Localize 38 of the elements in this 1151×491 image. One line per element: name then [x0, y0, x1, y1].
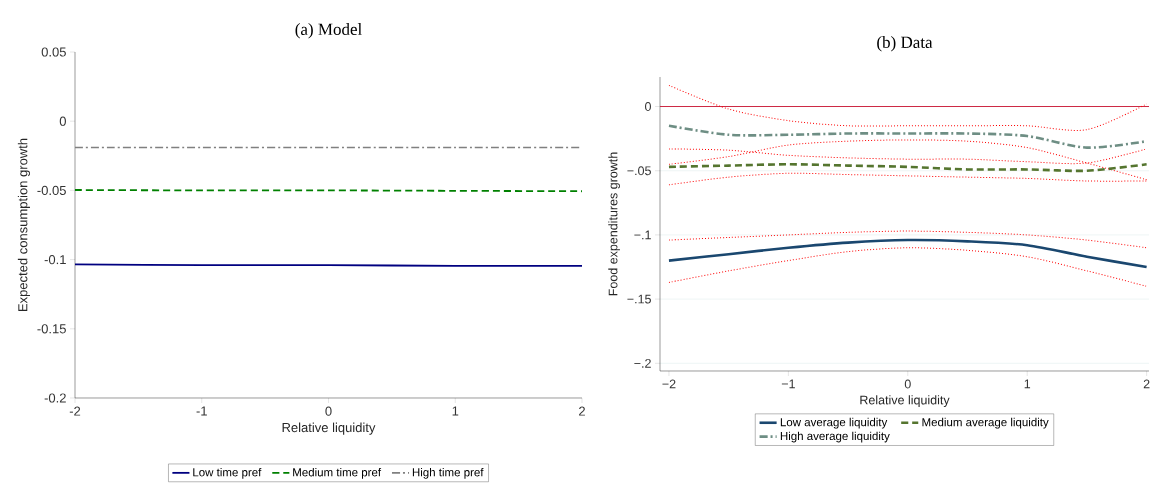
line-series — [668, 230, 1148, 249]
chart-title: (b) Data — [877, 36, 933, 52]
x-tick-label: 1 — [452, 406, 459, 416]
line-series — [668, 84, 1148, 131]
y-tick-label: -0.05 — [37, 185, 66, 195]
x-tick-label: -2 — [69, 406, 81, 416]
x-tick-label: 2 — [579, 406, 585, 416]
y-tick-label: -0.2 — [44, 393, 66, 403]
x-tick-label: 1 — [1024, 379, 1031, 389]
y-axis-title: Food expenditures growth — [608, 152, 620, 296]
x-tick-label: -1 — [196, 406, 207, 416]
legend-label: High time pref — [412, 467, 484, 479]
legend-label: Low time pref — [193, 467, 262, 479]
x-axis-title: Relative liquidity — [282, 422, 376, 435]
legend-label: High average liquidity — [780, 431, 890, 443]
y-tick-label: −.1 — [634, 230, 651, 240]
line-series — [668, 247, 1148, 287]
x-tick-label: 0 — [325, 406, 332, 416]
y-tick-label: 0 — [645, 102, 651, 111]
x-tick-label: 0 — [904, 379, 911, 389]
x-tick-label: 2 — [1143, 379, 1150, 389]
chart-title: (a) Model — [295, 23, 362, 39]
x-tick-label: −1 — [781, 379, 795, 389]
legend-label: Low average liquidity — [780, 417, 888, 429]
y-tick-label: 0 — [59, 116, 66, 126]
y-tick-label: -0.15 — [37, 324, 66, 334]
x-axis-title: Relative liquidity — [860, 395, 950, 407]
line-series — [667, 238, 1148, 269]
legend-label: Medium time pref — [293, 467, 382, 479]
legend-label: Medium average liquidity — [922, 417, 1049, 429]
y-tick-label: −.2 — [634, 358, 651, 368]
y-tick-label: −.15 — [627, 294, 651, 304]
y-tick-label: 0.05 — [41, 47, 66, 57]
line-series — [667, 163, 1148, 173]
x-tick-label: −2 — [662, 379, 676, 389]
y-tick-label: -0.1 — [44, 255, 66, 265]
y-tick-label: −.05 — [627, 166, 651, 176]
y-axis-title: Expected consumption growth — [17, 138, 30, 312]
